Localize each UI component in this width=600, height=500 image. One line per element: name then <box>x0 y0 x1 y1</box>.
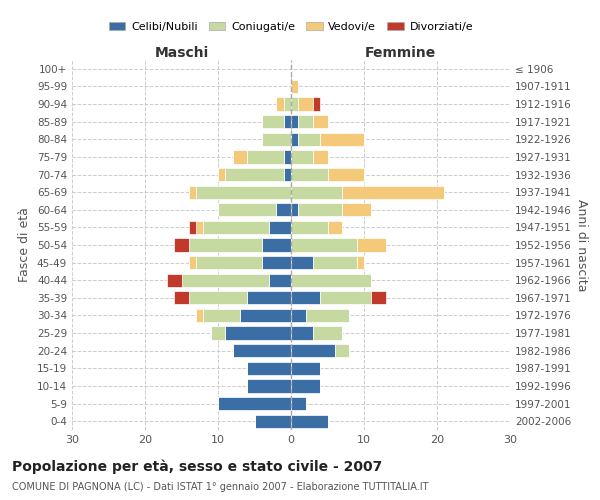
Bar <box>342 203 371 216</box>
Bar <box>226 326 291 340</box>
Bar <box>291 326 313 340</box>
Bar <box>254 414 291 428</box>
Bar <box>262 238 291 252</box>
Bar <box>247 362 291 375</box>
Bar <box>284 168 291 181</box>
Bar <box>291 274 371 287</box>
Bar <box>335 344 349 358</box>
Bar <box>291 256 313 269</box>
Bar <box>189 256 196 269</box>
Bar <box>189 186 196 198</box>
Bar <box>211 326 226 340</box>
Bar <box>167 274 182 287</box>
Bar <box>189 291 247 304</box>
Bar <box>291 203 298 216</box>
Bar <box>313 98 320 110</box>
Bar <box>182 274 269 287</box>
Bar <box>247 291 291 304</box>
Bar <box>291 186 342 198</box>
Bar <box>218 203 277 216</box>
Bar <box>298 203 342 216</box>
Bar <box>240 309 291 322</box>
Bar <box>277 203 291 216</box>
Bar <box>203 309 240 322</box>
Bar <box>291 344 335 358</box>
Bar <box>262 115 284 128</box>
Bar <box>291 380 320 392</box>
Bar <box>262 132 291 146</box>
Bar <box>196 186 291 198</box>
Y-axis label: Anni di nascita: Anni di nascita <box>575 198 588 291</box>
Bar <box>218 168 226 181</box>
Legend: Celibi/Nubili, Coniugati/e, Vedovi/e, Divorziati/e: Celibi/Nubili, Coniugati/e, Vedovi/e, Di… <box>104 18 478 36</box>
Bar <box>356 238 386 252</box>
Bar <box>291 309 305 322</box>
Bar <box>291 362 320 375</box>
Bar <box>233 150 247 164</box>
Bar <box>371 291 386 304</box>
Bar <box>284 150 291 164</box>
Bar <box>291 414 328 428</box>
Bar <box>284 115 291 128</box>
Bar <box>342 186 444 198</box>
Bar <box>298 132 320 146</box>
Bar <box>218 397 291 410</box>
Bar <box>291 80 298 93</box>
Bar <box>291 115 298 128</box>
Text: COMUNE DI PAGNONA (LC) - Dati ISTAT 1° gennaio 2007 - Elaborazione TUTTITALIA.IT: COMUNE DI PAGNONA (LC) - Dati ISTAT 1° g… <box>12 482 428 492</box>
Bar <box>196 256 262 269</box>
Y-axis label: Fasce di età: Fasce di età <box>19 208 31 282</box>
Bar <box>320 132 364 146</box>
Bar <box>291 221 328 234</box>
Bar <box>174 291 189 304</box>
Bar <box>298 98 313 110</box>
Bar <box>269 274 291 287</box>
Bar <box>313 326 342 340</box>
Bar <box>291 397 305 410</box>
Bar <box>291 98 298 110</box>
Bar <box>262 256 291 269</box>
Bar <box>233 344 291 358</box>
Bar <box>313 256 356 269</box>
Bar <box>277 98 284 110</box>
Bar <box>189 238 262 252</box>
Bar <box>291 291 320 304</box>
Bar <box>291 150 313 164</box>
Bar <box>305 309 349 322</box>
Bar <box>320 291 371 304</box>
Bar <box>247 380 291 392</box>
Bar <box>269 221 291 234</box>
Bar <box>328 221 342 234</box>
Text: Femmine: Femmine <box>365 46 436 60</box>
Bar <box>328 168 364 181</box>
Bar <box>174 238 189 252</box>
Bar <box>313 150 328 164</box>
Text: Maschi: Maschi <box>154 46 209 60</box>
Text: Popolazione per età, sesso e stato civile - 2007: Popolazione per età, sesso e stato civil… <box>12 460 382 474</box>
Bar <box>196 221 203 234</box>
Bar <box>284 98 291 110</box>
Bar <box>356 256 364 269</box>
Bar <box>313 115 328 128</box>
Bar <box>291 168 328 181</box>
Bar <box>247 150 284 164</box>
Bar <box>291 238 356 252</box>
Bar <box>189 221 196 234</box>
Bar <box>291 132 298 146</box>
Bar <box>226 168 284 181</box>
Bar <box>298 115 313 128</box>
Bar <box>196 309 203 322</box>
Bar <box>203 221 269 234</box>
